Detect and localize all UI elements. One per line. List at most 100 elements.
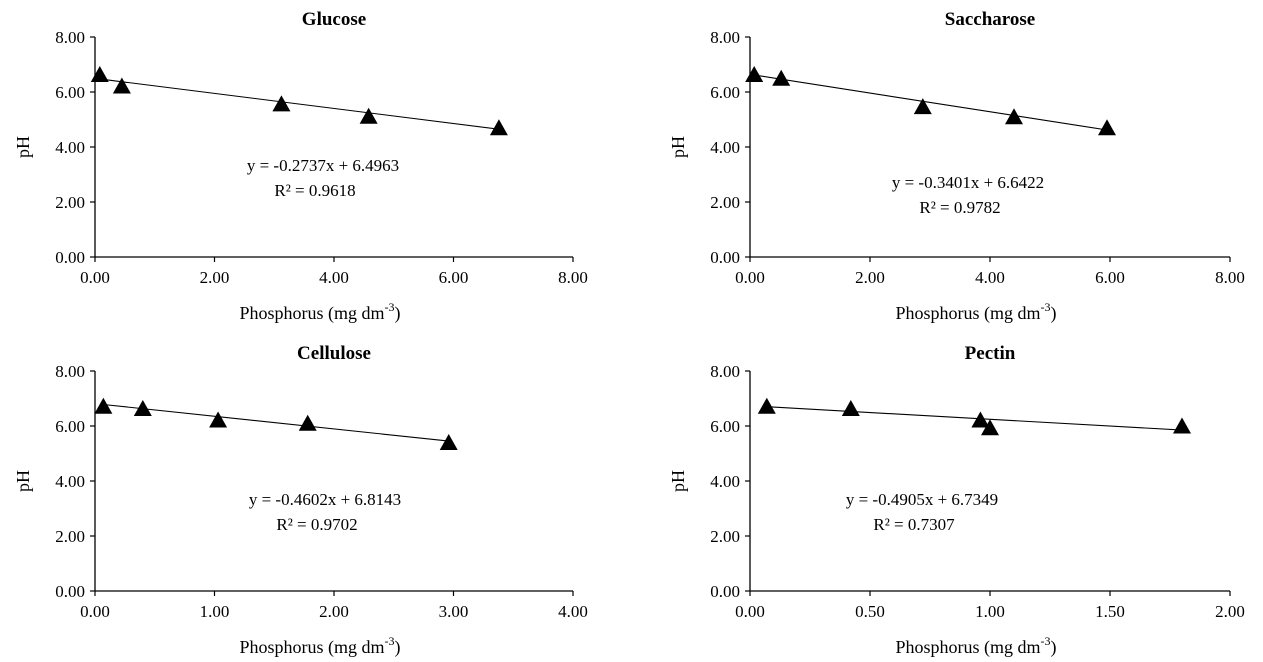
y-tick-label: 4.00 (55, 472, 85, 491)
y-tick-label: 0.00 (710, 582, 740, 601)
y-tick-label: 6.00 (55, 417, 85, 436)
y-tick-label: 8.00 (710, 362, 740, 381)
x-axis-label-superscript: -3 (1041, 634, 1051, 648)
x-axis-label: Phosphorus (mg dm-3) (895, 634, 1056, 658)
x-axis-label-end: ) (1051, 637, 1057, 658)
x-tick-label: 4.00 (319, 268, 349, 287)
x-tick-label: 6.00 (1095, 268, 1125, 287)
data-point-triangle (298, 414, 317, 431)
chart-panel-glucose: Glucose 0.00 2.00 4.00 6.00 8.00 0.00 2.00 4.00 6… (13, 9, 588, 324)
x-axis-label: Phosphorus (mg dm-3) (239, 634, 400, 658)
x-tick-label: 2.00 (1215, 602, 1245, 621)
chart-panel-cellulose: Cellulose 0.00 2.00 4.00 6.00 8.00 0.00 1.00 2.0… (13, 343, 588, 658)
y-tick-label: 0.00 (55, 248, 85, 267)
data-point-triangle (1098, 119, 1116, 136)
data-point-triangle (489, 119, 508, 136)
data-point-triangle (841, 399, 860, 416)
x-tick-label: 6.00 (439, 268, 469, 287)
data-point-triangle (112, 77, 131, 94)
x-axis-label-superscript: -3 (385, 300, 395, 314)
trendline (754, 74, 1108, 131)
chart-panel-saccharose: Saccharose 0.00 2.00 4.00 6.00 8.00 0.00 2.00 4.… (668, 9, 1245, 324)
y-axis-label: pH (668, 136, 688, 158)
x-axis-label-main: Phosphorus (mg dm (239, 303, 384, 324)
x-tick-label: 1.50 (1095, 602, 1125, 621)
x-tick-label: 8.00 (1215, 268, 1245, 287)
x-tick-label: 1.00 (975, 602, 1005, 621)
chart-title: Pectin (965, 343, 1016, 364)
chart-title: Glucose (302, 9, 366, 30)
x-tick-label: 4.00 (975, 268, 1005, 287)
data-point-triangle (94, 397, 113, 414)
trendline (766, 406, 1183, 431)
chart-panel-pectin: Pectin 0.00 2.00 4.00 6.00 8.00 0.00 0.50 1.00 1.… (668, 343, 1245, 658)
y-tick-label: 2.00 (55, 527, 85, 546)
x-tick-label: 2.00 (200, 268, 230, 287)
x-tick-label: 4.00 (558, 602, 588, 621)
trendline-equation: y = -0.4602x + 6.8143 (249, 490, 401, 509)
chart-title: Saccharose (945, 9, 1035, 30)
trendline (103, 403, 449, 442)
x-tick-label: 3.00 (439, 602, 469, 621)
x-axis-label-end: ) (395, 637, 401, 658)
data-point-triangle (439, 434, 458, 451)
trendline (99, 78, 499, 130)
trendline-equation: y = -0.4905x + 6.7349 (846, 490, 998, 509)
x-tick-label: 2.00 (855, 268, 885, 287)
y-tick-label: 0.00 (710, 248, 740, 267)
y-tick-label: 4.00 (710, 472, 740, 491)
data-point-triangle (133, 399, 152, 416)
x-axis-label-main: Phosphorus (mg dm (239, 637, 384, 658)
y-axis-label: pH (13, 136, 33, 158)
chart-title: Cellulose (297, 343, 371, 364)
r-squared-label: R² = 0.9618 (274, 181, 355, 200)
data-point-triangle (90, 65, 109, 82)
r-squared-label: R² = 0.9702 (276, 515, 357, 534)
y-tick-label: 6.00 (710, 417, 740, 436)
trendline-equation: y = -0.2737x + 6.4963 (247, 156, 399, 175)
x-tick-label: 0.00 (80, 268, 110, 287)
data-point-triangle (981, 419, 999, 436)
y-tick-label: 8.00 (55, 362, 85, 381)
data-point-triangle (772, 69, 791, 86)
y-tick-label: 8.00 (710, 28, 740, 47)
y-tick-label: 2.00 (710, 527, 740, 546)
y-tick-label: 4.00 (710, 138, 740, 157)
y-axis-label: pH (13, 470, 33, 492)
x-axis-label: Phosphorus (mg dm-3) (239, 300, 400, 324)
x-tick-label: 8.00 (558, 268, 588, 287)
x-tick-label: 2.00 (319, 602, 349, 621)
y-tick-label: 0.00 (55, 582, 85, 601)
data-point-triangle (209, 411, 228, 428)
x-tick-label: 0.00 (80, 602, 110, 621)
x-tick-label: 0.00 (735, 602, 765, 621)
data-point-triangle (359, 107, 378, 124)
x-axis-label-end: ) (395, 303, 401, 324)
data-point-triangle (272, 95, 291, 112)
data-point-triangle (913, 98, 932, 115)
x-axis-label-main: Phosphorus (mg dm (895, 303, 1040, 324)
y-tick-label: 6.00 (55, 83, 85, 102)
data-point-triangle (971, 411, 990, 428)
data-point-triangle (745, 65, 764, 82)
x-axis-label-superscript: -3 (1041, 300, 1051, 314)
r-squared-label: R² = 0.9782 (919, 198, 1000, 217)
y-tick-label: 6.00 (710, 83, 740, 102)
x-axis-label: Phosphorus (mg dm-3) (895, 300, 1056, 324)
y-axis-label: pH (668, 470, 688, 492)
trendline-equation: y = -0.3401x + 6.6422 (892, 173, 1044, 192)
x-tick-label: 1.00 (200, 602, 230, 621)
x-axis-label-superscript: -3 (385, 634, 395, 648)
data-point-triangle (757, 397, 776, 414)
x-axis-label-main: Phosphorus (mg dm (895, 637, 1040, 658)
data-point-triangle (1005, 108, 1023, 125)
x-axis-label-end: ) (1051, 303, 1057, 324)
x-tick-label: 0.00 (735, 268, 765, 287)
data-point-triangle (1173, 417, 1191, 434)
x-tick-label: 0.50 (855, 602, 885, 621)
y-tick-label: 2.00 (710, 193, 740, 212)
y-tick-label: 4.00 (55, 138, 85, 157)
y-tick-label: 2.00 (55, 193, 85, 212)
r-squared-label: R² = 0.7307 (873, 515, 955, 534)
